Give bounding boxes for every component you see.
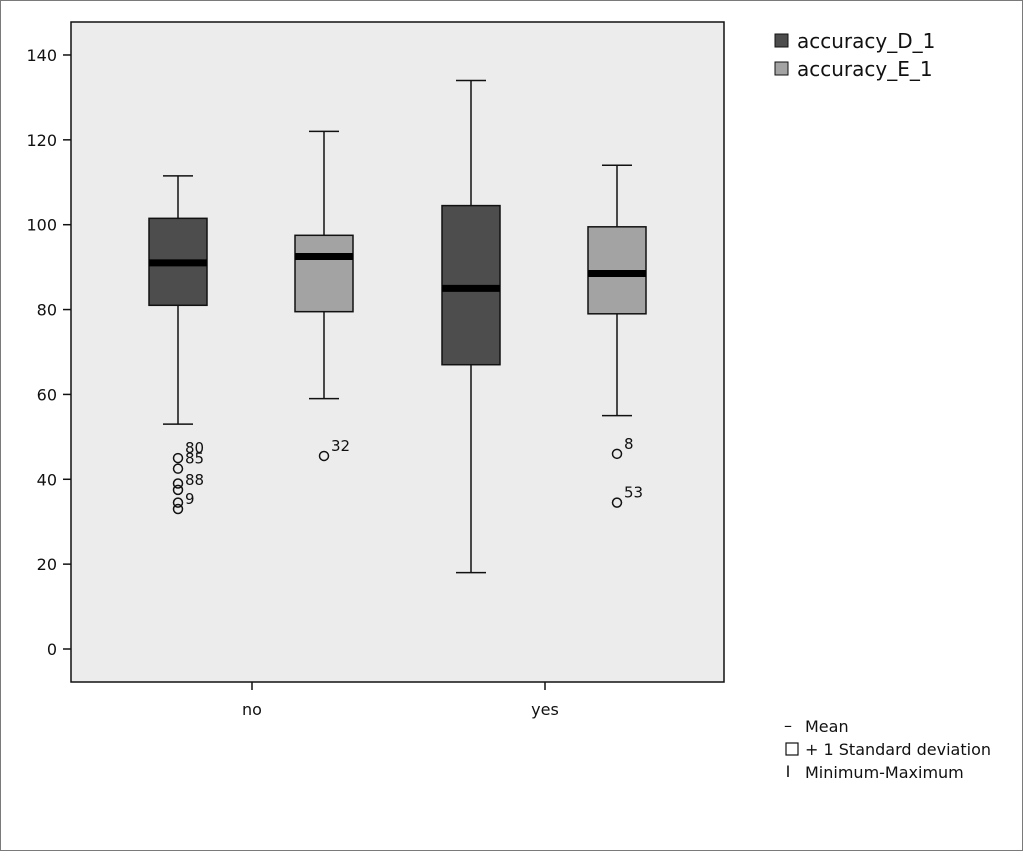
key-symbol: I — [786, 762, 791, 781]
y-tick-label: 60 — [37, 385, 57, 404]
legend-swatch — [774, 33, 789, 48]
key-symbol: – — [784, 716, 792, 735]
outlier-point — [172, 478, 184, 489]
outlier-point — [172, 497, 184, 508]
legend-swatch — [774, 61, 789, 76]
y-tick-label: 40 — [37, 470, 57, 489]
outlier-point — [611, 448, 623, 460]
y-tick-label: 100 — [26, 216, 57, 235]
legend: accuracy_D_1 accuracy_E_1 — [774, 29, 935, 81]
outlier-point — [318, 450, 330, 462]
outlier-label: 32 — [331, 437, 350, 455]
outlier-point — [172, 484, 184, 496]
y-tick-label: 0 — [47, 640, 57, 659]
outlier-label: 88 — [185, 471, 204, 489]
outlier-point — [611, 497, 623, 508]
sd-box — [294, 234, 354, 313]
outlier-point — [172, 503, 184, 515]
x-category-label: yes — [531, 700, 559, 719]
key-label: Minimum-Maximum — [805, 763, 964, 782]
box-accuracy_E_1-yes: 8 53 — [587, 164, 647, 508]
key-label: + 1 Standard deviation — [805, 740, 991, 759]
x-category-label: no — [242, 700, 262, 719]
outlier-label: 53 — [624, 484, 643, 502]
outlier-label: 9 — [185, 490, 195, 508]
outlier-label: 80 — [185, 439, 204, 457]
legend-label: accuracy_D_1 — [797, 29, 935, 53]
y-tick-label: 140 — [26, 46, 57, 65]
y-tick-label: 80 — [37, 301, 57, 320]
symbol-key: – Mean + 1 Standard deviation I Minimum-Maxi… — [784, 716, 991, 782]
outlier-label: 8 — [624, 435, 634, 453]
box-accuracy_D_1-yes — [441, 79, 501, 574]
legend-label: accuracy_E_1 — [797, 57, 933, 81]
y-tick-label: 20 — [37, 555, 57, 574]
plot-area — [70, 21, 725, 683]
key-label: Mean — [805, 717, 849, 736]
box-accuracy_E_1-no: 32 — [294, 130, 354, 462]
x-axis: no yes — [242, 682, 559, 719]
outlier-point — [172, 463, 184, 474]
y-tick-label: 120 — [26, 131, 57, 150]
key-box-symbol — [785, 742, 799, 756]
y-axis: 0 20 40 60 80 100 120 140 — [26, 46, 71, 659]
outlier-label: 85 — [185, 450, 204, 468]
outlier-point — [172, 452, 184, 464]
